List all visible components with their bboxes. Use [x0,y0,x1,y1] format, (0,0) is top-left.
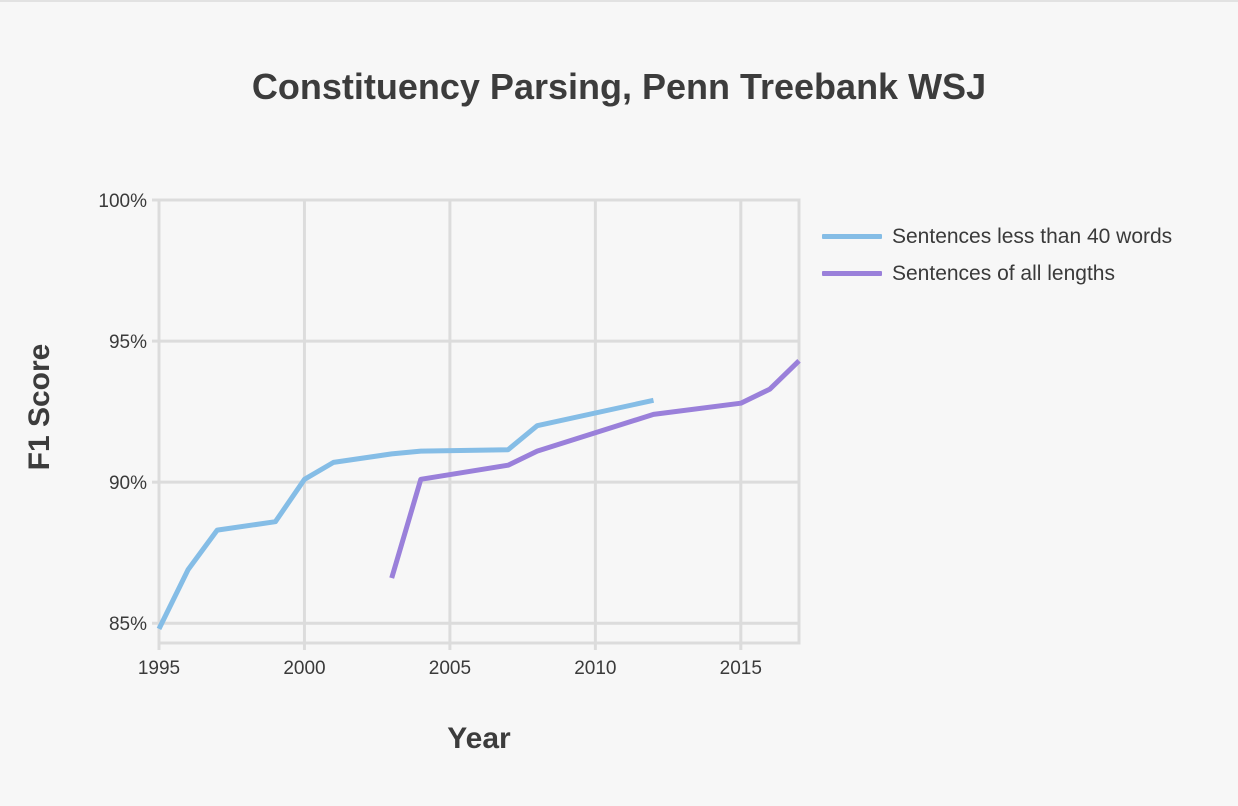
x-tick-label: 2015 [720,658,762,679]
axes [152,198,801,650]
series-line-all-lengths [389,359,801,579]
chart-title: Constituency Parsing, Penn Treebank WSJ [251,66,987,107]
legend-swatch [822,271,882,276]
x-tick-label: 2010 [574,658,616,679]
x-tick-label: 2000 [283,658,325,679]
grid-lines [157,198,799,643]
x-tick-label: 2005 [429,658,471,679]
series-line-under-40-words [156,397,655,631]
legend-swatch [822,234,882,239]
legend: Sentences less than 40 words Sentences of… [822,218,1172,292]
series-lines [156,359,801,631]
y-tick-label: 90% [109,473,147,494]
x-axis-title: Year [447,722,511,755]
legend-label: Sentences of all lengths [892,261,1115,285]
y-axis-title: F1 Score [23,343,56,471]
legend-label: Sentences less than 40 words [892,224,1173,248]
y-tick-label: 100% [98,191,147,212]
legend-item: Sentences of all lengths [822,255,1172,292]
plot-frame [157,198,801,645]
x-tick-label: 1995 [138,658,180,679]
y-tick-label: 85% [109,614,147,635]
top-divider [0,0,1238,2]
tick-labels: 1995 2000 2005 2010 2015 85% 90% 95% 100% [98,191,762,679]
y-tick-label: 95% [109,332,147,353]
legend-item: Sentences less than 40 words [822,218,1172,255]
